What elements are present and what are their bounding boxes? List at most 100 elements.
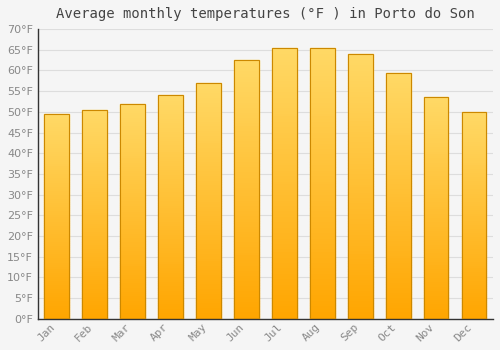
Bar xyxy=(272,121,296,124)
Bar xyxy=(196,284,221,286)
Bar xyxy=(462,118,486,120)
Bar xyxy=(158,276,183,279)
Bar xyxy=(158,308,183,310)
Bar xyxy=(424,215,448,217)
Bar xyxy=(462,290,486,292)
Bar xyxy=(44,266,69,268)
Bar xyxy=(310,142,334,145)
Bar xyxy=(462,116,486,118)
Bar xyxy=(272,216,296,218)
Bar xyxy=(234,309,259,311)
Bar xyxy=(272,311,296,314)
Bar xyxy=(310,197,334,199)
Bar xyxy=(310,210,334,213)
Bar xyxy=(44,235,69,237)
Bar xyxy=(158,135,183,138)
Bar xyxy=(310,156,334,159)
Bar xyxy=(310,110,334,113)
Bar xyxy=(196,217,221,220)
Bar xyxy=(386,97,410,100)
Bar xyxy=(120,298,145,300)
Bar xyxy=(272,99,296,102)
Bar xyxy=(44,272,69,274)
Bar xyxy=(44,194,69,196)
Bar xyxy=(44,198,69,200)
Bar xyxy=(462,282,486,284)
Bar xyxy=(234,65,259,68)
Bar xyxy=(272,275,296,278)
Bar xyxy=(44,159,69,161)
Bar xyxy=(424,124,448,126)
Bar xyxy=(196,180,221,182)
Bar xyxy=(462,286,486,288)
Bar xyxy=(462,278,486,280)
Bar xyxy=(158,317,183,319)
Bar xyxy=(272,58,296,61)
Bar xyxy=(158,283,183,285)
Bar xyxy=(348,128,372,131)
Bar xyxy=(234,143,259,146)
Bar xyxy=(158,241,183,243)
Bar xyxy=(158,310,183,312)
Bar xyxy=(234,220,259,223)
Bar xyxy=(462,304,486,307)
Bar xyxy=(462,236,486,238)
Bar xyxy=(196,203,221,205)
Bar xyxy=(386,134,410,136)
Bar xyxy=(386,307,410,309)
Bar xyxy=(462,176,486,178)
Bar xyxy=(44,180,69,182)
Bar xyxy=(120,188,145,190)
Bar xyxy=(44,190,69,192)
Bar xyxy=(44,161,69,163)
Bar xyxy=(462,309,486,310)
Bar xyxy=(158,162,183,164)
Bar xyxy=(424,222,448,224)
Bar xyxy=(82,133,107,135)
Bar xyxy=(44,274,69,276)
Bar xyxy=(272,116,296,118)
Bar xyxy=(272,205,296,208)
Bar xyxy=(310,205,334,208)
Bar xyxy=(348,274,372,276)
Bar xyxy=(196,241,221,243)
Bar xyxy=(272,286,296,289)
Bar xyxy=(386,205,410,208)
Bar xyxy=(82,250,107,252)
Bar xyxy=(196,88,221,90)
Bar xyxy=(196,272,221,274)
Bar xyxy=(386,95,410,97)
Bar xyxy=(462,135,486,137)
Bar xyxy=(120,306,145,308)
Bar xyxy=(310,238,334,240)
Bar xyxy=(82,292,107,294)
Bar xyxy=(82,284,107,286)
Bar xyxy=(348,67,372,70)
Bar xyxy=(44,296,69,299)
Bar xyxy=(158,312,183,314)
Bar xyxy=(44,218,69,220)
Bar xyxy=(424,312,448,314)
Bar xyxy=(44,288,69,290)
Bar xyxy=(82,300,107,302)
Bar xyxy=(82,296,107,298)
Bar xyxy=(386,154,410,156)
Bar xyxy=(348,99,372,102)
Bar xyxy=(272,66,296,69)
Bar xyxy=(234,153,259,156)
Bar xyxy=(234,246,259,249)
Bar xyxy=(158,95,183,319)
Bar xyxy=(310,167,334,170)
Bar xyxy=(348,168,372,170)
Bar xyxy=(348,176,372,178)
Bar xyxy=(82,267,107,269)
Bar xyxy=(462,131,486,133)
Bar xyxy=(386,87,410,90)
Bar xyxy=(348,263,372,266)
Bar xyxy=(44,130,69,132)
Bar xyxy=(348,152,372,155)
Bar xyxy=(462,269,486,271)
Bar xyxy=(82,237,107,239)
Bar xyxy=(424,175,448,177)
Bar xyxy=(82,229,107,231)
